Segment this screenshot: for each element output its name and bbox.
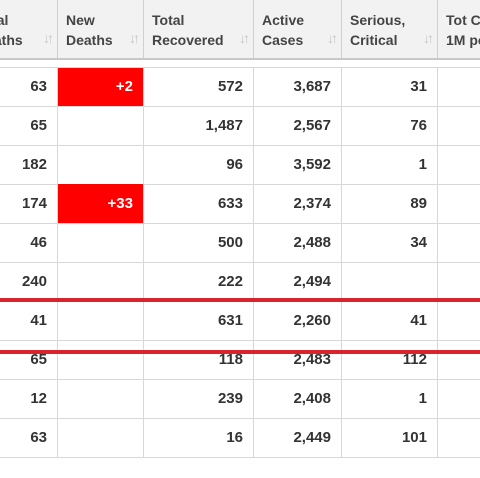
column-header-label: Deaths [0,32,23,48]
column-header-total-recovered[interactable]: Total Recovered ↓↑ [144,0,254,58]
cell-tot-cases-per-1m [438,106,480,145]
column-header-label: Total [0,12,9,28]
cell-tot-cases-per-1m [438,379,480,418]
sort-arrows-icon[interactable]: ↓↑ [129,30,140,46]
cell-total-deaths: 12 [0,379,58,418]
cell-active-cases: 2,408 [254,379,342,418]
sort-arrows-icon[interactable]: ↓↑ [327,30,338,46]
column-header-label: Total [152,12,185,28]
cell-active-cases: 2,488 [254,223,342,262]
column-header-label: New [66,12,95,28]
cell-new-deaths [58,106,144,145]
cell-total-recovered: 631 [144,301,254,340]
cell-total-deaths: 65 [0,340,58,379]
cell-tot-cases-per-1m [438,262,480,301]
cell-total-deaths: 63 [0,67,58,106]
cell-serious-critical: 31 [342,67,438,106]
table-row: 65 1,487 2,567 76 [0,106,480,146]
cell-tot-cases-per-1m [438,301,480,340]
cell-tot-cases-per-1m [438,145,480,184]
highlight-border-top [0,298,480,302]
cell-total-recovered: 239 [144,379,254,418]
cell-tot-cases-per-1m [438,184,480,223]
cell-active-cases: 2,483 [254,340,342,379]
cell-total-recovered: 118 [144,340,254,379]
cell-active-cases: 2,567 [254,106,342,145]
column-header-label: 1M pop [446,32,480,48]
column-header-label: Critical [350,32,398,48]
cell-total-recovered: 222 [144,262,254,301]
sort-arrows-icon[interactable]: ↓↑ [423,30,434,46]
column-header-label: Serious, [350,12,406,28]
table-row: 63 +2 572 3,687 31 [0,67,480,107]
cell-total-deaths: 63 [0,418,58,457]
cell-new-deaths: +2 [58,67,144,106]
cell-active-cases: 3,592 [254,145,342,184]
cell-total-deaths: 41 [0,301,58,340]
sort-arrows-icon[interactable]: ↓↑ [239,30,250,46]
column-header-total-deaths[interactable]: Total Deaths ↓↑ [0,0,58,58]
column-header-label: Active [262,12,305,28]
column-header-new-deaths[interactable]: New Deaths ↓↑ [58,0,144,58]
cell-total-deaths: 240 [0,262,58,301]
cell-tot-cases-per-1m [438,340,480,379]
cell-active-cases: 2,494 [254,262,342,301]
column-header-label: Tot Cases/ [446,12,480,28]
cell-total-recovered: 633 [144,184,254,223]
table-row: 174 +33 633 2,374 89 [0,184,480,224]
cell-total-recovered: 96 [144,145,254,184]
cell-total-deaths: 182 [0,145,58,184]
cell-active-cases: 2,374 [254,184,342,223]
cell-total-recovered: 1,487 [144,106,254,145]
column-header-label: Recovered [152,32,224,48]
cell-active-cases: 3,687 [254,67,342,106]
cell-new-deaths [58,379,144,418]
table-row: 240 222 2,494 [0,262,480,302]
cell-tot-cases-per-1m [438,223,480,262]
column-header-label: Deaths [66,32,113,48]
cell-new-deaths [58,418,144,457]
cell-total-recovered: 16 [144,418,254,457]
cell-new-deaths: +33 [58,184,144,223]
cell-new-deaths [58,223,144,262]
cell-total-deaths: 46 [0,223,58,262]
cell-new-deaths [58,301,144,340]
table-header: Total Deaths ↓↑ New Deaths ↓↑ Total Recovered ↓↑… [0,0,480,60]
cell-total-deaths: 65 [0,106,58,145]
cell-active-cases: 2,449 [254,418,342,457]
column-header-active-cases[interactable]: Active Cases ↓↑ [254,0,342,58]
sort-arrows-icon[interactable]: ↓↑ [43,30,54,46]
cell-serious-critical: 112 [342,340,438,379]
cell-serious-critical: 89 [342,184,438,223]
cell-serious-critical: 101 [342,418,438,457]
cell-total-recovered: 572 [144,67,254,106]
cell-serious-critical: 1 [342,145,438,184]
cell-tot-cases-per-1m [438,67,480,106]
cell-serious-critical [342,262,438,301]
cell-total-deaths: 174 [0,184,58,223]
cell-new-deaths [58,262,144,301]
cell-serious-critical: 1 [342,379,438,418]
column-header-tot-cases-per-1m[interactable]: Tot Cases/1M pop↓↑ [438,0,480,58]
table-row-partial [0,28,480,68]
table-row: 63 16 2,449 101 [0,418,480,458]
table-row: 41 631 2,260 41 [0,301,480,341]
cell-total-recovered: 500 [144,223,254,262]
cell-serious-critical: 41 [342,301,438,340]
cell-serious-critical: 34 [342,223,438,262]
cell-new-deaths [58,145,144,184]
cell-new-deaths [58,340,144,379]
cell-active-cases: 2,260 [254,301,342,340]
highlight-border-bottom [0,350,480,354]
cell-tot-cases-per-1m [438,418,480,457]
cell-serious-critical: 76 [342,106,438,145]
column-header-label: Cases [262,32,304,48]
table-row: 46 500 2,488 34 [0,223,480,263]
table-row: 65 118 2,483 112 [0,340,480,380]
column-header-serious-critical[interactable]: Serious, Critical ↓↑ [342,0,438,58]
table-row: 12 239 2,408 1 [0,379,480,419]
table-row: 182 96 3,592 1 [0,145,480,185]
